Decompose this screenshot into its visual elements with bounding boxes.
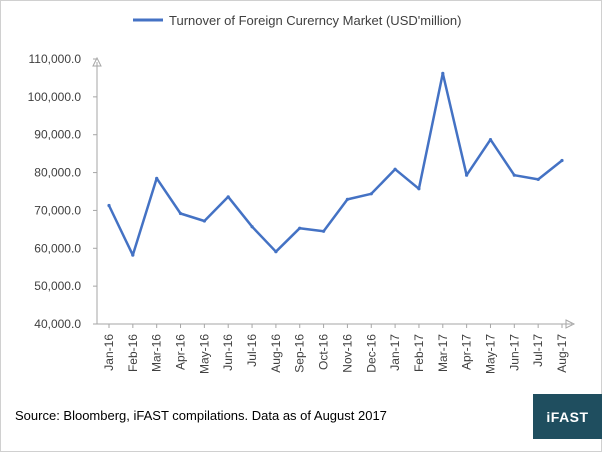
- data-point: [560, 158, 564, 163]
- x-tick-label: Dec-16: [364, 334, 378, 373]
- legend-label-turnover: Turnover of Foreign Curerncy Market (USD…: [169, 13, 461, 28]
- footer: [1, 395, 601, 451]
- x-tick-label: Apr-16: [174, 334, 188, 370]
- legend: Turnover of Foreign Curerncy Market (USD…: [133, 13, 461, 28]
- x-axis-ticks: Jan-16 Feb-16 Mar-16 Apr-16 May-16 Jun-16 Jul-…: [102, 324, 569, 374]
- y-axis-arrow: [92, 56, 102, 67]
- data-point: [369, 192, 373, 196]
- x-tick-label: Mar-17: [436, 334, 450, 372]
- x-tick-label: Feb-16: [126, 334, 140, 372]
- data-point: [202, 219, 206, 223]
- data-point: [298, 226, 302, 230]
- data-point: [155, 176, 159, 180]
- source-note: Source: Bloomberg, iFAST compilations. D…: [15, 408, 387, 423]
- series-turnover: [107, 71, 564, 257]
- y-tick-label: 110,000.0: [29, 52, 82, 66]
- data-point: [345, 197, 349, 201]
- data-point: [512, 173, 516, 177]
- x-tick-label: Jul-17: [531, 334, 545, 367]
- x-tick-label: Jun-17: [507, 334, 521, 371]
- x-tick-label: Mar-16: [150, 334, 164, 372]
- x-tick-label: Aug-16: [269, 334, 283, 373]
- y-tick-label: 90,000.0: [34, 128, 81, 142]
- data-point: [107, 203, 111, 208]
- y-tick-label: 80,000.0: [34, 166, 81, 180]
- y-tick-label: 100,000.0: [28, 90, 82, 104]
- line-chart: Turnover of Foreign Curerncy Market (USD…: [28, 13, 576, 374]
- y-tick-label: 40,000.0: [34, 317, 81, 331]
- y-tick-label: 70,000.0: [34, 203, 81, 217]
- x-tick-label: Jan-17: [388, 334, 402, 371]
- data-point: [441, 71, 445, 75]
- x-tick-label: May-16: [197, 334, 211, 374]
- data-point: [393, 167, 397, 171]
- x-tick-label: Jun-16: [221, 334, 235, 371]
- x-tick-label: Nov-16: [340, 334, 354, 373]
- y-tick-label: 50,000.0: [34, 279, 81, 293]
- x-axis-arrow: [565, 319, 576, 329]
- x-tick-label: Feb-17: [412, 334, 426, 372]
- data-point: [274, 250, 278, 254]
- series-line-turnover: [107, 72, 564, 257]
- data-point: [465, 173, 469, 177]
- data-point: [322, 229, 326, 233]
- x-tick-label: Apr-17: [460, 334, 474, 370]
- x-tick-label: Aug-17: [555, 334, 569, 373]
- x-tick-label: Oct-16: [317, 334, 331, 370]
- ifast-logo: iFAST: [533, 394, 602, 439]
- axes: [92, 56, 576, 329]
- data-point: [488, 138, 493, 142]
- x-tick-label: Jul-16: [245, 334, 259, 367]
- data-point: [226, 195, 230, 199]
- x-tick-label: Sep-16: [293, 334, 307, 373]
- data-point: [417, 187, 421, 191]
- y-axis-ticks: 40,000.0 50,000.0 60,000.0 70,000.0 80,000.0…: [28, 52, 97, 331]
- x-tick-label: Jan-16: [102, 334, 116, 371]
- data-point: [250, 225, 254, 229]
- data-point: [178, 211, 183, 216]
- y-tick-label: 60,000.0: [34, 241, 81, 255]
- x-tick-label: May-17: [483, 334, 497, 374]
- data-point: [131, 253, 135, 257]
- data-point: [536, 177, 540, 181]
